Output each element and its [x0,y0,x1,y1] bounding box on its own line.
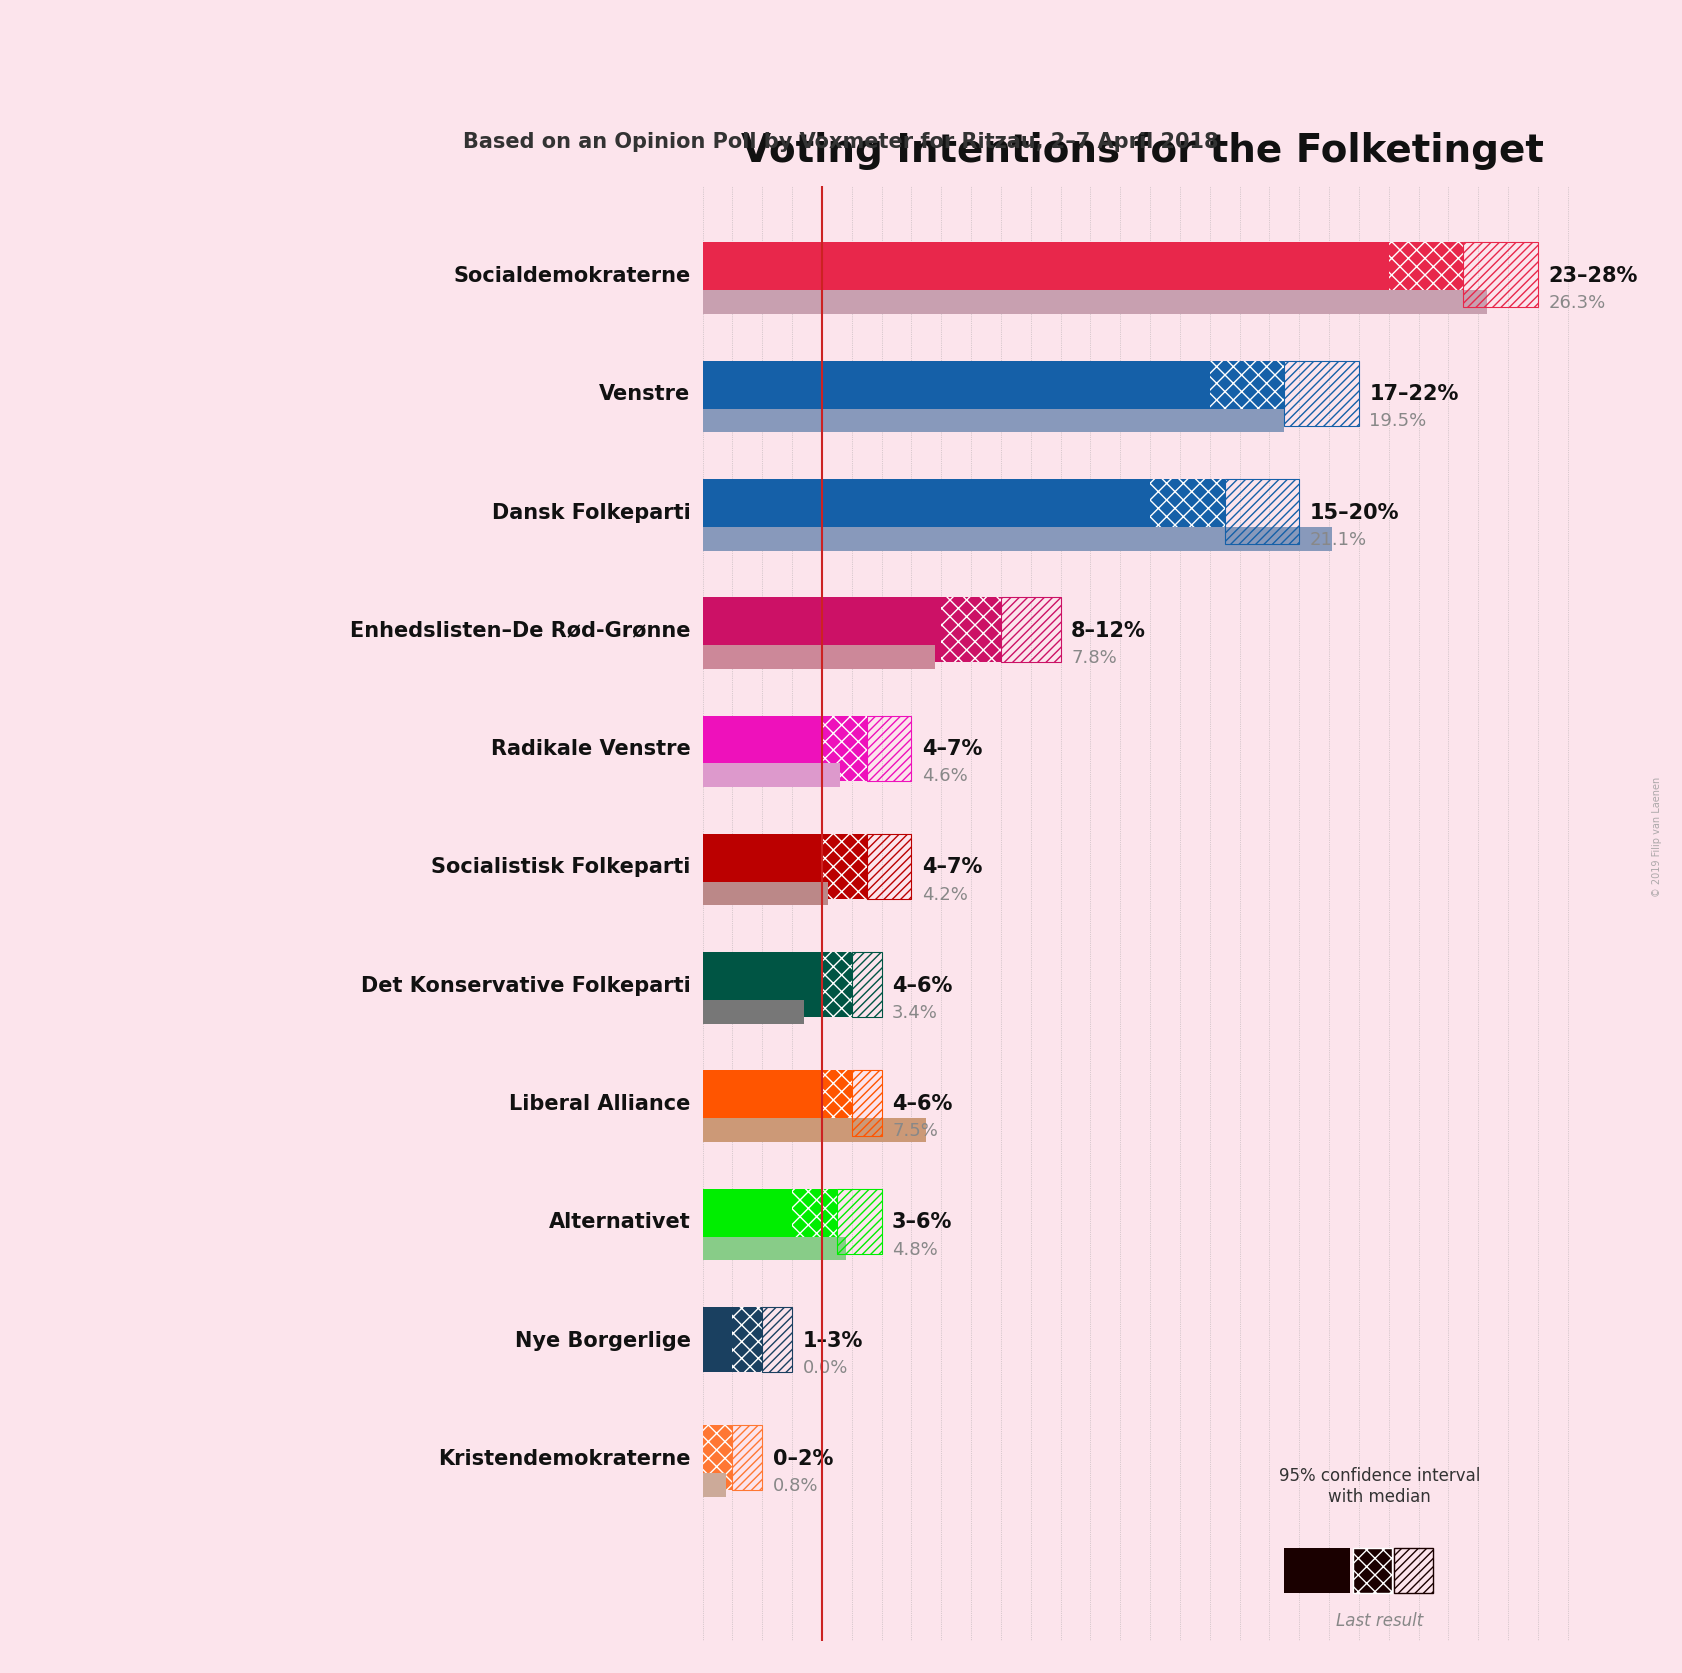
Text: 21.1%: 21.1% [1310,530,1367,549]
Bar [1285,1548,1351,1593]
Text: 0.8%: 0.8% [772,1476,817,1494]
Text: 1–3%: 1–3% [802,1330,863,1350]
Title: Voting Intentions for the Folketinget: Voting Intentions for the Folketinget [742,132,1544,171]
Bar [851,952,881,1017]
Bar [822,1071,851,1136]
Bar [1389,243,1463,308]
Bar [703,765,839,788]
Text: Socialistisk Folkeparti: Socialistisk Folkeparti [431,857,691,877]
Bar [1352,1548,1393,1593]
Bar [703,716,822,781]
Text: 17–22%: 17–22% [1369,385,1458,403]
Bar [822,716,866,781]
Text: 3–6%: 3–6% [891,1211,952,1231]
Text: 3.4%: 3.4% [891,1004,939,1021]
Text: 7.8%: 7.8% [1071,649,1117,666]
Text: 19.5%: 19.5% [1369,412,1426,430]
Text: Alternativet: Alternativet [548,1211,691,1231]
Bar [1285,361,1359,427]
Bar [703,882,828,905]
Bar [703,480,1150,545]
Bar [703,361,1209,427]
Bar [703,1236,846,1260]
Bar [703,952,822,1017]
Bar [703,291,1487,315]
Bar [1224,480,1299,545]
Bar [822,835,866,900]
Bar [703,1425,732,1491]
Bar [851,1071,881,1136]
Text: © 2019 Filip van Laenen: © 2019 Filip van Laenen [1652,776,1662,897]
Text: 4–6%: 4–6% [891,1094,952,1113]
Bar [1463,243,1537,308]
Bar [703,1190,792,1255]
Text: Radikale Venstre: Radikale Venstre [491,739,691,758]
Text: 8–12%: 8–12% [1071,621,1145,641]
Text: 4.2%: 4.2% [922,885,967,903]
Bar [866,716,912,781]
Bar [703,646,935,669]
Text: 7.5%: 7.5% [891,1121,939,1139]
Bar [1394,1548,1433,1593]
Text: 4–7%: 4–7% [922,739,982,758]
Bar [703,527,1332,550]
Text: Det Konservative Folkeparti: Det Konservative Folkeparti [362,975,691,995]
Text: 0–2%: 0–2% [772,1449,833,1467]
Bar [1001,597,1061,663]
Text: 23–28%: 23–28% [1549,266,1638,286]
Text: 95% confidence interval
with median: 95% confidence interval with median [1280,1467,1480,1506]
Bar [1209,361,1285,427]
Bar [703,1071,822,1136]
Text: Liberal Alliance: Liberal Alliance [510,1094,691,1113]
Bar [703,410,1285,433]
Bar [1150,480,1224,545]
Bar [703,1474,727,1497]
Text: 15–20%: 15–20% [1310,502,1399,522]
Text: Kristendemokraterne: Kristendemokraterne [437,1449,691,1467]
Text: 4–7%: 4–7% [922,857,982,877]
Bar [703,1307,732,1372]
Text: Enhedslisten–De Rød-Grønne: Enhedslisten–De Rød-Grønne [350,621,691,641]
Bar [703,1119,927,1143]
Bar [703,1000,804,1024]
Bar [732,1307,762,1372]
Bar [822,952,851,1017]
Text: Dansk Folkeparti: Dansk Folkeparti [491,502,691,522]
Bar [703,243,1389,308]
Bar [942,597,1001,663]
Bar [703,835,822,900]
Bar [762,1307,792,1372]
Text: 4–6%: 4–6% [891,975,952,995]
Bar [732,1425,762,1491]
Bar [838,1190,881,1255]
Text: 4.6%: 4.6% [922,766,967,785]
Text: 26.3%: 26.3% [1549,294,1606,311]
Text: 4.8%: 4.8% [891,1240,939,1258]
Bar [703,597,942,663]
Text: Venstre: Venstre [599,385,691,403]
Text: Last result: Last result [1336,1611,1423,1628]
Text: Socialdemokraterne: Socialdemokraterne [454,266,691,286]
Text: Based on an Opinion Poll by Voxmeter for Ritzau, 2–7 April 2018: Based on an Opinion Poll by Voxmeter for… [463,132,1219,152]
Bar [866,835,912,900]
Bar [792,1190,838,1255]
Text: 0.0%: 0.0% [802,1358,848,1375]
Text: Nye Borgerlige: Nye Borgerlige [515,1330,691,1350]
